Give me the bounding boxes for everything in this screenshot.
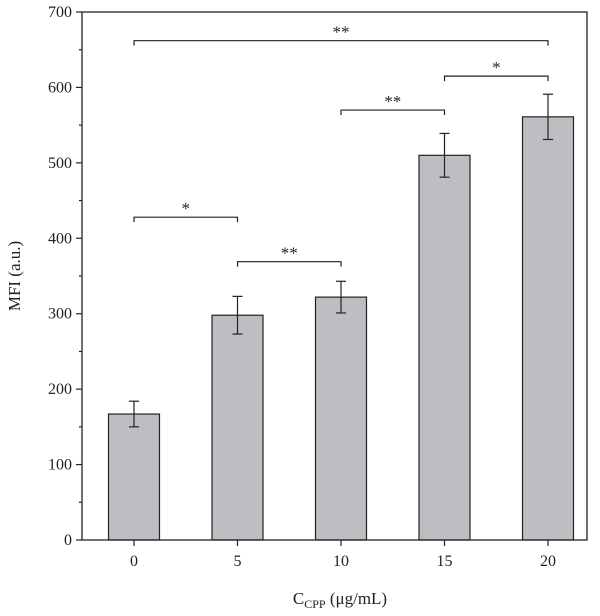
y-axis: 0 100 200 300 400 500 600 700 [48,4,82,549]
bar-5 [211,314,264,541]
bar-10 [314,296,368,541]
significance-brackets: ******** [133,23,549,267]
x-tick-label-15: 15 [437,553,453,570]
x-tick-label-10: 10 [333,553,349,570]
x-tick-label-20: 20 [540,553,556,570]
y-tick-label-700: 700 [48,4,72,21]
significance-bracket-1 [133,216,239,223]
significance-label-3: ** [384,92,401,111]
y-tick-label-600: 600 [48,79,72,96]
significance-bracket-0 [133,40,549,46]
x-axis-title-unit: (μg/mL) [326,589,388,608]
significance-bracket-3 [340,109,446,116]
significance-label-4: * [492,58,501,77]
x-tick-label-5: 5 [234,553,242,570]
significance-bracket-2 [236,261,342,267]
x-axis: 0 5 10 15 20 [130,540,556,570]
significance-label-0: ** [333,23,350,42]
significance-bracket-4 [443,75,549,82]
plot-frame [81,11,588,541]
y-axis-title: MFI (a.u.) [5,241,24,311]
error-bars [129,93,553,428]
x-axis-title-main: C [293,589,304,608]
y-tick-label-300: 300 [48,306,72,323]
bar-0 [107,413,161,541]
y-tick-label-0: 0 [64,532,72,549]
x-axis-title: CCPP (μg/mL) [293,589,387,611]
y-tick-label-200: 200 [48,381,72,398]
y-tick-label-400: 400 [48,230,72,247]
x-tick-label-0: 0 [130,553,138,570]
x-axis-title-subscript: CPP [304,597,326,611]
significance-label-1: * [182,199,191,218]
y-tick-label-100: 100 [48,457,72,474]
y-tick-label-500: 500 [48,155,72,172]
bar-15 [418,154,471,541]
bar-20 [521,116,575,541]
bars [107,116,575,541]
significance-label-2: ** [281,244,298,263]
